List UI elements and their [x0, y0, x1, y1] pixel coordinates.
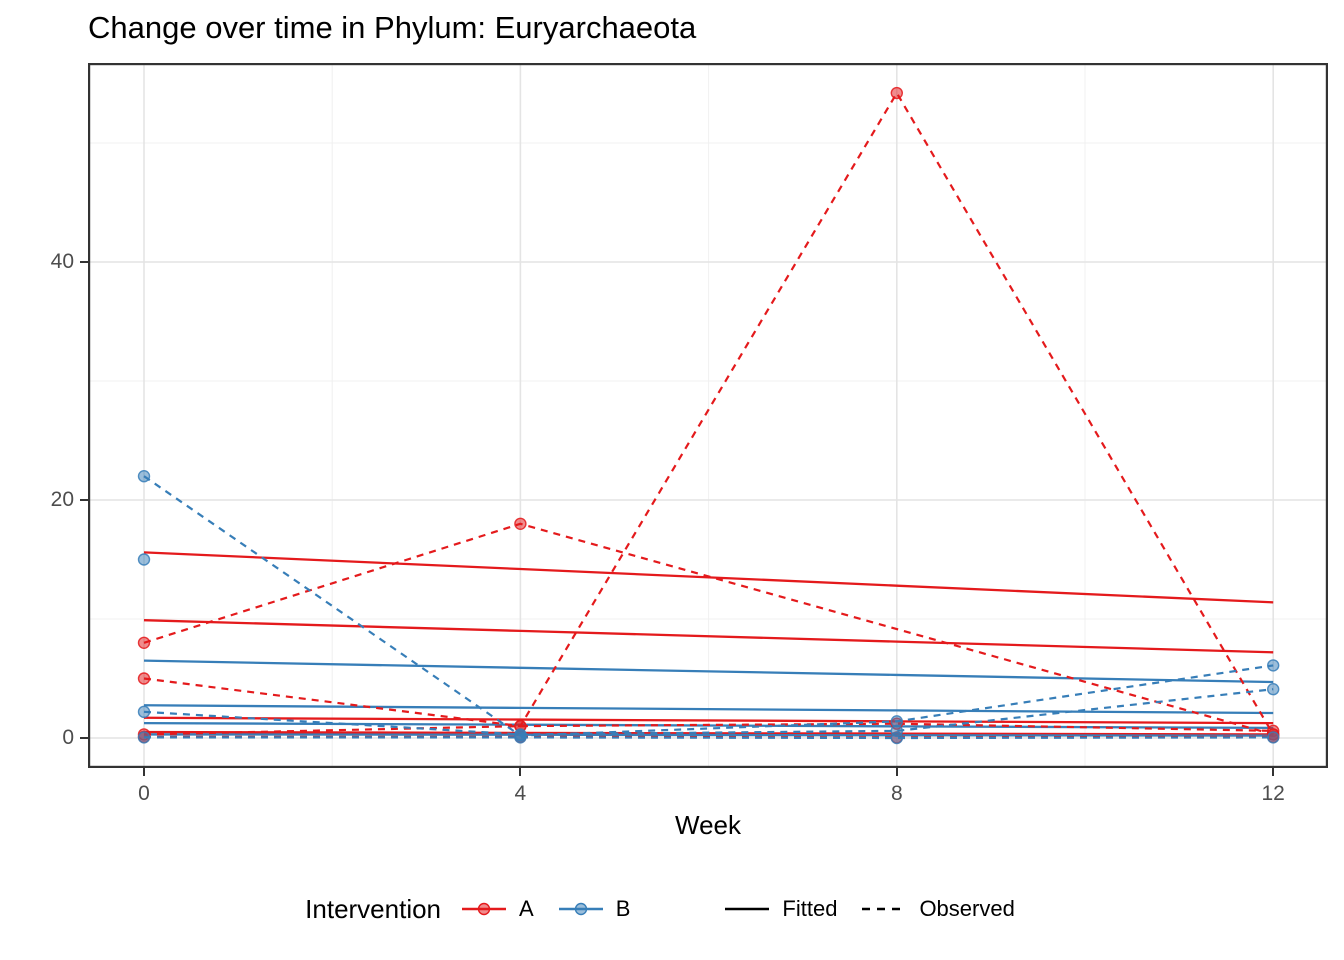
data-point-A-observed-1: [137, 636, 151, 649]
legend-key-label-a: A: [519, 896, 534, 921]
data-point-B-observed-1: [1266, 659, 1280, 672]
legend-key-label-b: B: [615, 896, 631, 921]
data-point-A-observed-2: [137, 672, 151, 685]
x-tick-mark: [143, 768, 145, 776]
data-point-B-observed-4: [137, 731, 151, 744]
series-B-fitted-2: [143, 704, 1274, 715]
series-A-fitted-3: [143, 716, 1274, 725]
x-axis-title: Week: [675, 810, 741, 840]
legend-key-label-fitted: Fitted: [782, 896, 838, 921]
legend-glyph-a-icon: [462, 902, 507, 916]
series-A-fitted-2: [143, 619, 1274, 654]
data-point-B-observed-4: [890, 731, 903, 745]
legend-key-intervention-b: B: [558, 896, 649, 922]
data-point-B-observed-2: [137, 705, 151, 719]
y-tick-label: 20: [50, 488, 74, 511]
x-tick-mark: [519, 768, 522, 776]
x-tick-mark: [895, 768, 898, 776]
legend-key-label-observed: Observed: [919, 896, 1015, 921]
data-point-A-observed-1: [514, 517, 527, 530]
data-point-B-observed-4: [514, 731, 527, 744]
series-B-fitted-4: [143, 733, 1274, 737]
legend: Intervention A B Fitted Observed: [0, 886, 1344, 932]
data-point-B-observed-1: [137, 470, 151, 483]
plot-area: [88, 63, 1328, 768]
x-tick-mark: [1272, 768, 1275, 776]
legend-key-intervention-a: A: [461, 896, 552, 922]
x-tick-label: 8: [890, 782, 903, 805]
y-tick-label: 0: [62, 726, 74, 749]
series-B-observed-4: [144, 736, 1274, 740]
plot-panel: [88, 63, 1328, 768]
chart-title: Change over time in Phylum: Euryarchaeot…: [88, 10, 697, 45]
x-tick-label: 12: [1261, 782, 1285, 805]
y-tick-mark: [80, 737, 88, 739]
y-tick-mark: [80, 499, 88, 501]
legend-glyph-fitted-line-icon: [725, 907, 770, 911]
legend-title: Intervention: [305, 893, 442, 924]
legend-glyph-observed-line-icon: [862, 907, 907, 911]
legend-glyph-b-icon: [558, 902, 603, 916]
series-A-observed-2: [143, 90, 1275, 735]
legend-key-observed: Observed: [861, 896, 1032, 922]
data-point-B-observed-3: [137, 553, 151, 566]
legend-key-fitted: Fitted: [724, 896, 855, 922]
series-B-fitted-1: [143, 659, 1274, 684]
series-B-observed-2: [143, 688, 1274, 736]
x-tick-label: 4: [514, 782, 527, 805]
y-tick-label: 40: [50, 250, 74, 273]
x-tick-label: 0: [138, 782, 150, 805]
series-A-observed-3: [143, 722, 1274, 736]
data-point-B-observed-2: [1266, 683, 1280, 696]
data-point-B-observed-4: [1266, 731, 1280, 744]
y-tick-mark: [80, 261, 88, 263]
data-point-A-observed-2: [890, 86, 903, 100]
